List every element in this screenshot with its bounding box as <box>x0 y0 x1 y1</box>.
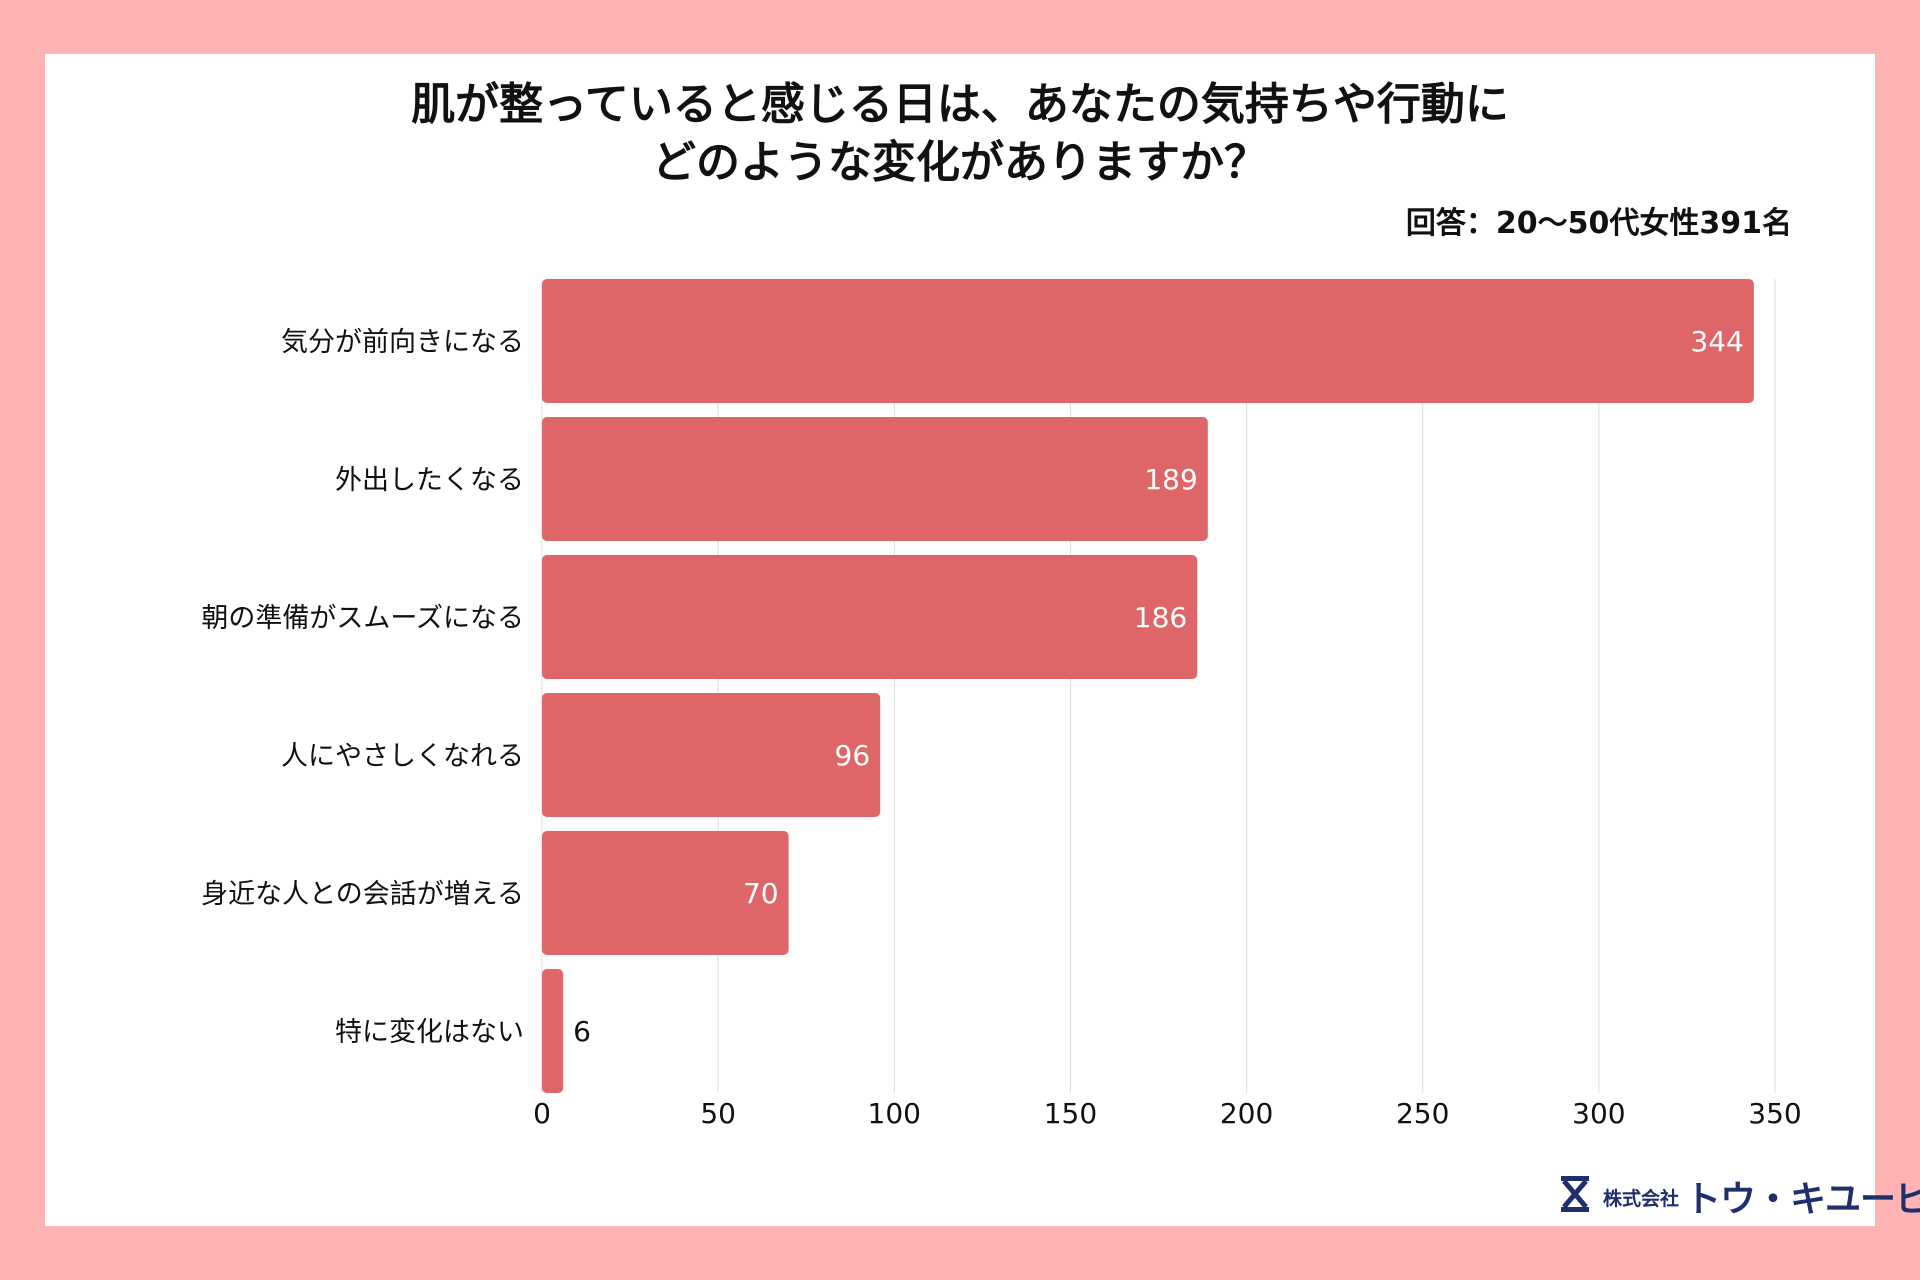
chart-title-line-2: どのような変化がありますか？ <box>652 137 1268 188</box>
bar-0 <box>542 279 1754 403</box>
value-label-1: 189 <box>1144 463 1197 496</box>
value-label-5: 6 <box>573 1015 591 1048</box>
category-label-1: 外出したくなる <box>335 465 524 496</box>
value-label-2: 186 <box>1134 601 1187 634</box>
logo-brand-text: トウ・キユーピー <box>1685 1179 1920 1220</box>
category-label-3: 人にやさしくなれる <box>281 741 524 772</box>
value-label-0: 344 <box>1690 325 1743 358</box>
chart-subtitle: 回答：20〜50代女性391名 <box>1405 206 1792 241</box>
bar-1 <box>542 417 1208 541</box>
bar-5 <box>542 969 564 1093</box>
value-label-3: 96 <box>835 739 871 772</box>
x-tick-label-4: 200 <box>1220 1097 1273 1130</box>
category-label-4: 身近な人との会話が増える <box>201 879 524 910</box>
x-tick-label-5: 250 <box>1396 1097 1449 1130</box>
bar-2 <box>542 555 1198 679</box>
bar-3 <box>542 693 881 817</box>
x-tick-label-0: 0 <box>533 1097 551 1130</box>
x-tick-label-7: 350 <box>1748 1097 1801 1130</box>
company-logo: 株式会社 トウ・キユーピー <box>1555 1166 1920 1222</box>
logo-company-text: 株式会社 <box>1603 1188 1680 1210</box>
category-label-0: 気分が前向きになる <box>281 327 524 358</box>
bar-4 <box>542 831 789 955</box>
bar-chart: 0 50 100 150 200 250 300 350 気分が前向きになる 344 外出したくなる… <box>201 279 1802 1130</box>
x-tick-label-6: 300 <box>1572 1097 1625 1130</box>
chart-title-line-1: 肌が整っていると感じる日は、あなたの気持ちや行動に <box>411 79 1509 130</box>
x-tick-label-3: 150 <box>1044 1097 1097 1130</box>
category-label-5: 特に変化はない <box>335 1017 524 1048</box>
x-tick-label-2: 100 <box>868 1097 921 1130</box>
x-tick-label-1: 50 <box>700 1097 736 1130</box>
chart-card: 肌が整っていると感じる日は、あなたの気持ちや行動に どのような変化がありますか？… <box>45 54 1920 1226</box>
value-label-4: 70 <box>743 877 779 910</box>
chart-title: 肌が整っていると感じる日は、あなたの気持ちや行動に どのような変化がありますか？ <box>45 76 1875 192</box>
hourglass-logo-icon <box>1561 1176 1589 1212</box>
category-label-2: 朝の準備がスムーズになる <box>201 603 524 634</box>
